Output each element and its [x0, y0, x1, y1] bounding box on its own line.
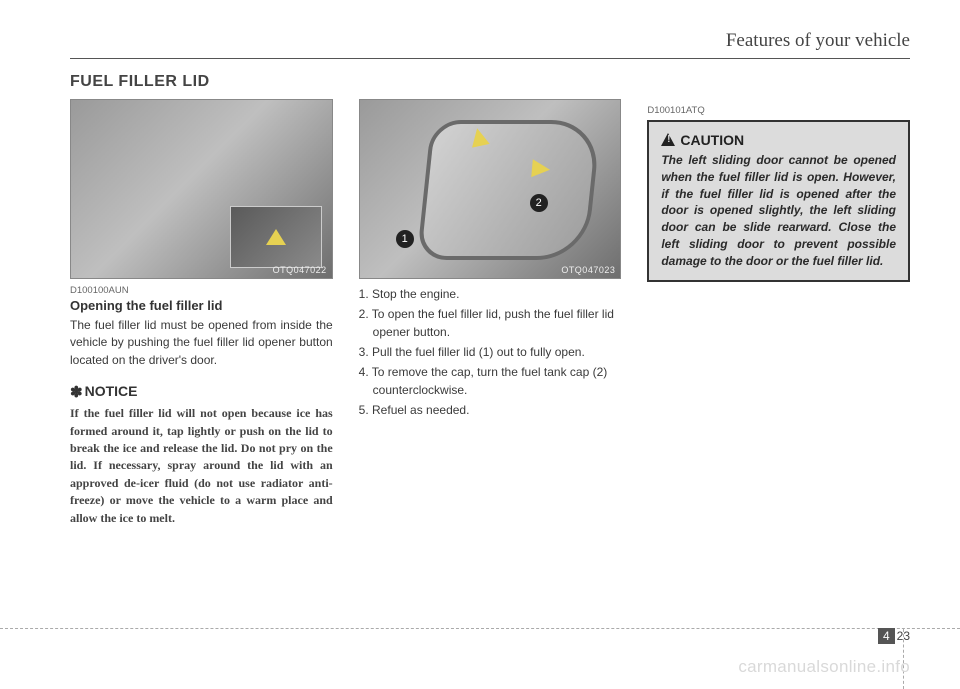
- figure-opener-button: OTQ047022: [70, 99, 333, 279]
- notice-text: If the fuel filler lid will not open bec…: [70, 405, 333, 527]
- watermark: carmanualsonline.info: [738, 657, 910, 677]
- notice-symbol-icon: ✽: [70, 383, 83, 401]
- step-item: 3. Pull the fuel filler lid (1) out to f…: [359, 343, 622, 361]
- column-2: 1 2 OTQ047023 1. Stop the engine. 2. To …: [359, 99, 622, 527]
- callout-badge-2: 2: [530, 194, 548, 212]
- photo-code: OTQ047022: [273, 265, 327, 275]
- step-item: 4. To remove the cap, turn the fuel tank…: [359, 363, 622, 399]
- caution-box: CAUTION The left sliding door cannot be …: [647, 120, 910, 282]
- warning-triangle-icon: [661, 133, 676, 146]
- column-1: OTQ047022 D100100AUN Opening the fuel fi…: [70, 99, 333, 527]
- step-item: 2. To open the fuel filler lid, push the…: [359, 305, 622, 341]
- steps-list: 1. Stop the engine. 2. To open the fuel …: [359, 285, 622, 419]
- subsection-title: Opening the fuel filler lid: [70, 298, 333, 313]
- section-title: FUEL FILLER LID: [70, 73, 910, 91]
- caution-label: CAUTION: [680, 132, 744, 148]
- figure-fuel-lid: 1 2 OTQ047023: [359, 99, 622, 279]
- column-3: D100101ATQ CAUTION The left sliding door…: [647, 99, 910, 527]
- caution-title: CAUTION: [661, 132, 896, 148]
- lid-shape: [416, 120, 601, 260]
- notice-label-text: NOTICE: [85, 383, 138, 399]
- callout-badge-1: 1: [396, 230, 414, 248]
- figure-inset: [230, 206, 322, 268]
- arrow-icon: [531, 159, 551, 179]
- header-title: Features of your vehicle: [726, 30, 910, 51]
- cut-line-horizontal: [0, 628, 960, 629]
- reference-code: D100101ATQ: [647, 105, 910, 116]
- notice-label: ✽NOTICE: [70, 383, 333, 401]
- arrow-icon: [468, 126, 489, 147]
- page-number: 23: [897, 629, 910, 643]
- chapter-number: 4: [878, 628, 895, 644]
- page-header: Features of your vehicle: [70, 30, 910, 59]
- arrow-up-icon: [266, 229, 286, 245]
- body-paragraph: The fuel filler lid must be opened from …: [70, 317, 333, 369]
- photo-code: OTQ047023: [561, 265, 615, 275]
- step-item: 5. Refuel as needed.: [359, 401, 622, 419]
- page-footer: 423: [878, 629, 910, 643]
- reference-code: D100100AUN: [70, 285, 333, 296]
- caution-text: The left sliding door cannot be opened w…: [661, 152, 896, 270]
- step-item: 1. Stop the engine.: [359, 285, 622, 303]
- content-columns: OTQ047022 D100100AUN Opening the fuel fi…: [70, 99, 910, 527]
